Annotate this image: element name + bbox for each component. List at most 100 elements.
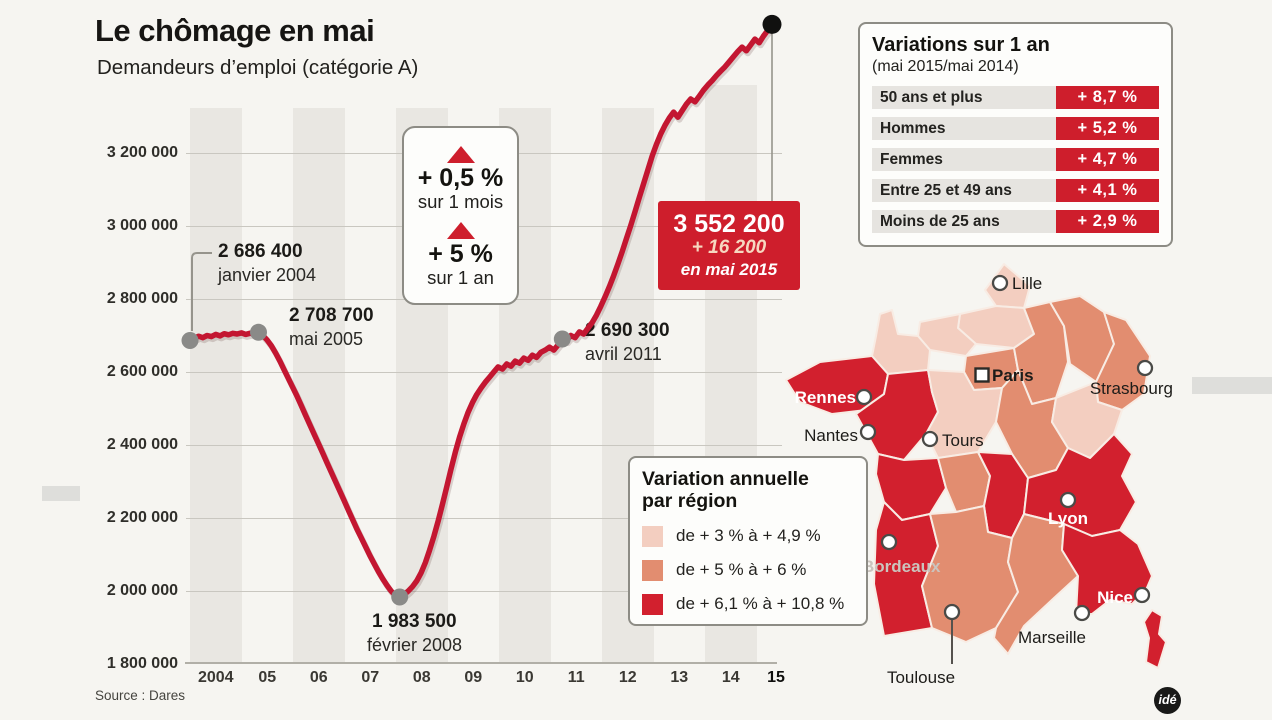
variations-subtitle: (mai 2015/mai 2014): [872, 58, 1019, 75]
city-marker-rennes: [855, 388, 873, 406]
key-point-black: [762, 14, 782, 34]
city-label-marseille: Marseille: [1018, 628, 1086, 647]
video-artifact-right: [1192, 377, 1272, 394]
x-axis-tick-label: 10: [515, 669, 534, 686]
variation-row-value: + 4,1 %: [1056, 179, 1159, 202]
variation-row-label: Hommes: [880, 120, 946, 137]
x-axis-line: [185, 662, 777, 664]
annotation-date: janvier 2004: [218, 265, 317, 285]
city-label-toulouse: Toulouse: [887, 668, 955, 687]
city-marker-marseille: [1073, 604, 1091, 622]
city-label-bordeaux: Bordeaux: [862, 557, 941, 576]
x-axis-tick-label: 14: [721, 669, 740, 686]
variation-row-label: Entre 25 et 49 ans: [880, 182, 1012, 199]
y-axis-tick-label: 3 200 000: [106, 144, 178, 161]
city-marker-lille: [991, 274, 1009, 292]
region-languedoc-roussillon: [993, 513, 1079, 655]
variation-row-label: 50 ans et plus: [880, 89, 983, 106]
france-map-svg: Lille Paris Strasbourg Rennes Nantes Tours Lyo…: [785, 263, 1173, 687]
legend-item: de + 3 % à + 4,9 %: [642, 525, 854, 547]
legend-swatch: [642, 559, 663, 581]
variations-panel: Variations sur 1 an (mai 2015/mai 2014) …: [858, 22, 1173, 247]
y-axis-tick-label: 2 600 000: [106, 363, 178, 380]
variation-row: Femmes + 4,7 %: [872, 148, 1159, 171]
latest-period: en mai 2015: [680, 259, 778, 279]
variation-row-value: + 8,7 %: [1056, 86, 1159, 109]
annotation-value: 2 690 300: [585, 320, 670, 341]
region-corse: [1143, 609, 1167, 669]
variations-title: Variations sur 1 an: [872, 34, 1050, 56]
gridline: [186, 372, 782, 373]
city-marker-bordeaux: [880, 533, 898, 551]
x-axis-tick-label: 13: [670, 669, 689, 686]
page-title: Le chômage en mai: [95, 13, 375, 48]
legend-title-line1: Variation annuelle: [642, 468, 809, 490]
variation-row: Hommes + 5,2 %: [872, 117, 1159, 140]
legend-swatch: [642, 593, 663, 615]
variation-row-label: Femmes: [880, 151, 943, 168]
latest-value: 3 552 200: [673, 209, 785, 238]
x-axis-tick-label: 09: [464, 669, 483, 686]
x-axis-tick-label: 08: [412, 669, 431, 686]
y-axis-tick-label: 3 000 000: [106, 217, 178, 234]
month-change-value: + 0,5 %: [417, 163, 504, 192]
city-label-lyon: Lyon: [1048, 509, 1088, 528]
year-change-value: + 5 %: [428, 239, 493, 268]
annotation-value: 2 686 400: [218, 241, 303, 262]
annotation-date: avril 2011: [585, 344, 662, 364]
x-axis-tick-label: 05: [258, 669, 277, 686]
variation-row-value: + 5,2 %: [1056, 117, 1159, 140]
y-axis-tick-label: 2 800 000: [106, 290, 178, 307]
city-label-nice: Nice: [1097, 588, 1133, 607]
legend-item-label: de + 3 % à + 4,9 %: [676, 526, 821, 546]
city-marker-nantes: [859, 423, 877, 441]
latest-delta: + 16 200: [691, 237, 767, 259]
ide-logo: idé: [1154, 687, 1181, 714]
annotation-date: mai 2005: [289, 329, 364, 349]
legend-item: de + 5 % à + 6 %: [642, 559, 854, 581]
city-label-strasbourg: Strasbourg: [1090, 379, 1173, 398]
legend-swatch: [642, 525, 663, 547]
variation-row-value: + 4,7 %: [1056, 148, 1159, 171]
year-band: [293, 108, 345, 663]
gridline: [186, 445, 782, 446]
y-axis-tick-label: 1 800 000: [106, 655, 178, 672]
year-change-label: sur 1 an: [427, 266, 494, 288]
up-arrow-icon: [446, 145, 475, 163]
variation-row-label: Moins de 25 ans: [880, 213, 1000, 230]
variation-row-value: + 2,9 %: [1056, 210, 1159, 233]
y-axis-tick-label: 2 400 000: [106, 436, 178, 453]
key-point-gray: [250, 323, 267, 341]
city-marker-strasbourg: [1136, 359, 1154, 377]
up-arrow-icon: [446, 221, 475, 239]
france-region-map: Lille Paris Strasbourg Rennes Nantes Tours Lyo…: [780, 262, 1180, 692]
trend-panel: + 0,5 % sur 1 mois + 5 % sur 1 an: [402, 126, 519, 305]
legend-title-line2: par région: [642, 490, 738, 513]
variations-rows: 50 ans et plus + 8,7 % Hommes + 5,2 % Femmes…: [872, 86, 1159, 233]
legend-items: de + 3 % à + 4,9 % de + 5 % à + 6 % de + 6…: [642, 525, 854, 615]
x-axis-tick-label: 07: [361, 669, 380, 686]
y-axis-tick-label: 2 200 000: [106, 509, 178, 526]
city-label-nantes: Nantes: [804, 426, 858, 445]
map-legend-panel: Variation annuelle par région de + 3 % à…: [628, 456, 868, 626]
city-marker-tours: [921, 430, 939, 448]
source-label: Source : Dares: [95, 688, 186, 703]
x-axis-tick-label: 2004: [197, 669, 234, 686]
x-axis-tick-label: 15: [767, 669, 785, 686]
city-marker-paris: [974, 367, 990, 383]
x-axis-tick-label: 11: [567, 669, 585, 686]
city-marker-nice: [1133, 586, 1151, 604]
y-axis-tick-label: 2 000 000: [106, 582, 178, 599]
variation-row: Moins de 25 ans + 2,9 %: [872, 210, 1159, 233]
legend-item: de + 6,1 % à + 10,8 %: [642, 593, 854, 615]
latest-value-panel: 3 552 200 + 16 200 en mai 2015: [658, 201, 800, 290]
city-marker-lyon: [1059, 491, 1077, 509]
key-point-gray: [553, 330, 571, 348]
variation-row: 50 ans et plus + 8,7 %: [872, 86, 1159, 109]
x-axis-tick-label: 06: [309, 669, 328, 686]
x-axis-tick-label: 12: [618, 669, 637, 686]
city-label-tours: Tours: [942, 431, 984, 450]
city-marker-toulouse: [943, 603, 961, 621]
variation-row: Entre 25 et 49 ans + 4,1 %: [872, 179, 1159, 202]
